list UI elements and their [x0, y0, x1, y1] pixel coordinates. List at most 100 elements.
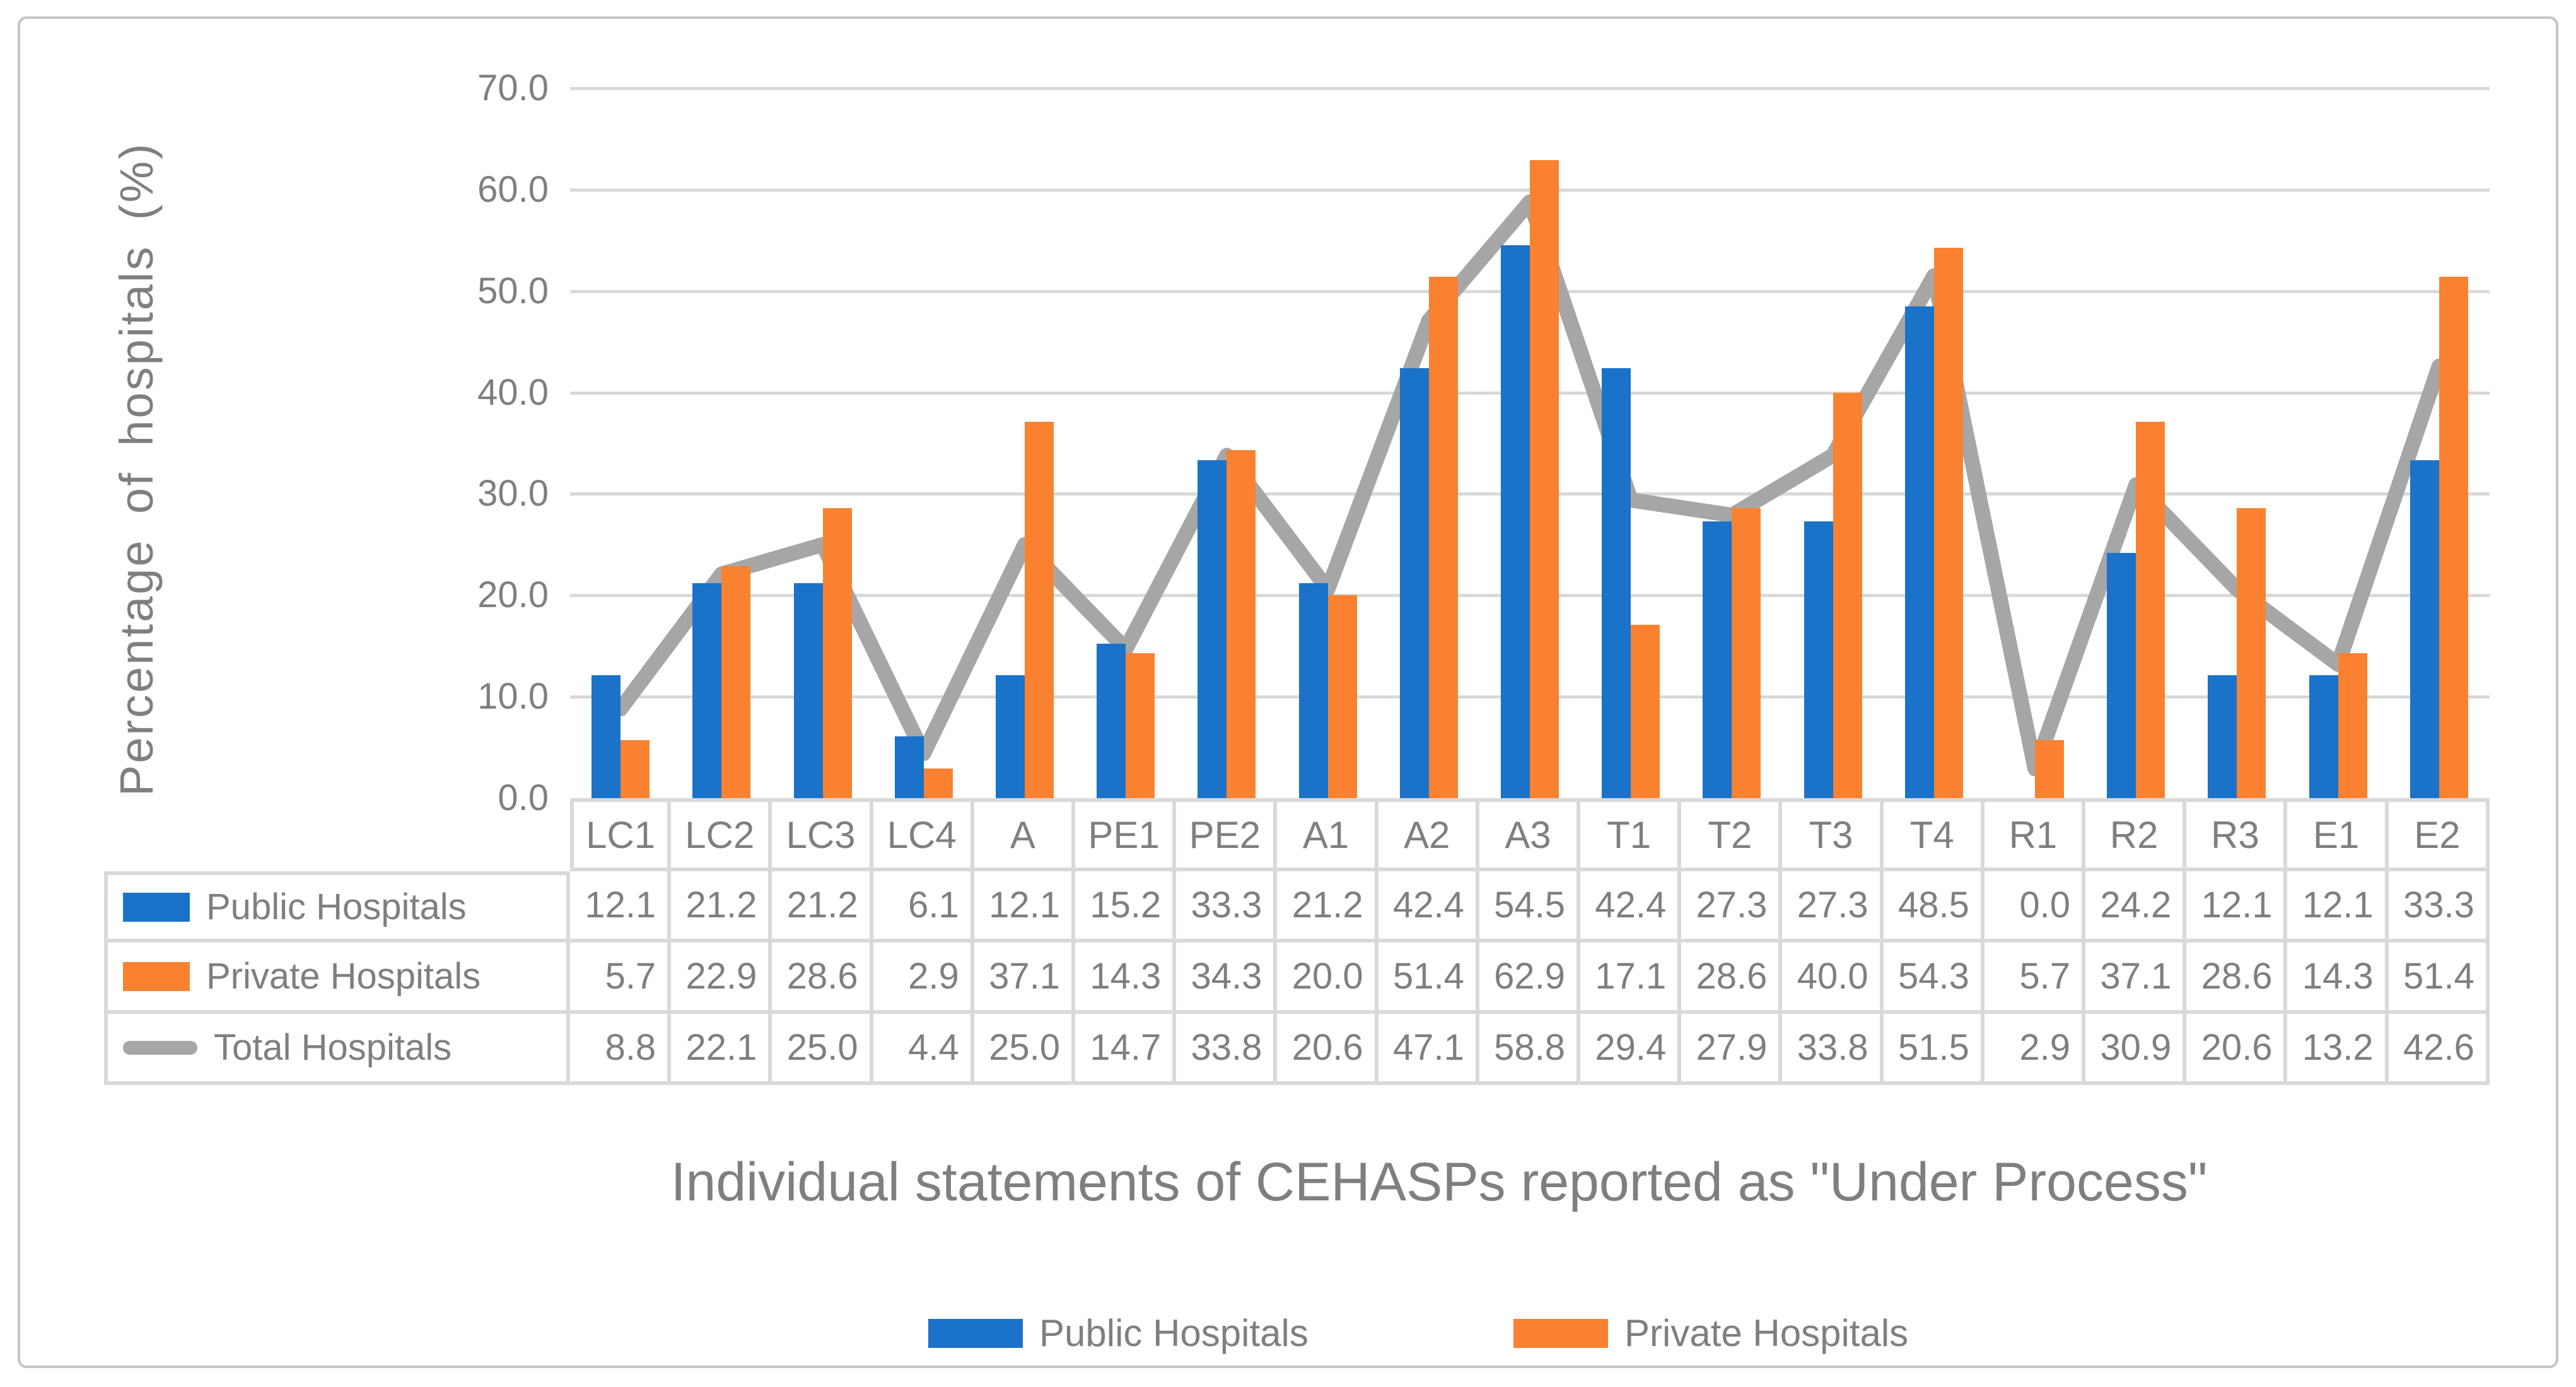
data-table-corner-spacer — [104, 798, 570, 871]
table-value-E1-2: 14.3 — [2287, 943, 2389, 1014]
table-value-LC2-2: 22.9 — [671, 943, 772, 1014]
table-value-T3-3: 33.8 — [1782, 1014, 1884, 1085]
series-name-label: Public Hospitals — [206, 886, 467, 927]
public-hospitals-bar-E1 — [2309, 675, 2338, 798]
public-hospitals-bar-R3 — [2208, 675, 2237, 798]
category-header-PE1: PE1 — [1075, 798, 1177, 871]
table-value-PE2-1: 33.3 — [1176, 871, 1278, 943]
series-label-total-hospitals: Total Hospitals — [104, 1014, 570, 1085]
private-hospitals-bar-T2 — [1732, 508, 1761, 798]
private-hospitals-bar-R3 — [2237, 508, 2266, 798]
series-label-public-hospitals: Public Hospitals — [104, 871, 570, 943]
table-value-PE1-1: 15.2 — [1075, 871, 1177, 943]
table-value-LC1-2: 5.7 — [570, 943, 672, 1014]
category-header-R3: R3 — [2186, 798, 2288, 871]
private-hospitals-bar-T4 — [1933, 247, 1963, 798]
category-header-E1: E1 — [2287, 798, 2389, 871]
private-hospitals-bar-A1 — [1327, 595, 1357, 798]
table-value-E1-3: 13.2 — [2287, 1014, 2389, 1085]
category-header-R1: R1 — [1984, 798, 2086, 871]
table-value-LC3-3: 25.0 — [772, 1014, 873, 1085]
table-value-R3-1: 12.1 — [2186, 871, 2288, 943]
table-value-T4-2: 54.3 — [1883, 943, 1984, 1014]
public-hospitals-bar-PE1 — [1097, 644, 1126, 798]
table-value-T1-2: 17.1 — [1580, 943, 1682, 1014]
legend-label: Public Hospitals — [1039, 1312, 1308, 1354]
table-value-T4-1: 48.5 — [1883, 871, 1984, 943]
table-value-A-3: 25.0 — [974, 1014, 1076, 1085]
table-value-E2-3: 42.6 — [2388, 1014, 2490, 1085]
table-value-T2-3: 27.9 — [1681, 1014, 1783, 1085]
chart-figure-frame: Percentage of hospitals (%) 70.0 60.0 50.0… — [18, 16, 2558, 1368]
category-header-PE2: PE2 — [1176, 798, 1278, 871]
table-value-LC2-1: 21.2 — [671, 871, 772, 943]
y-axis-tick-label: 60.0 — [477, 168, 549, 210]
category-header-LC2: LC2 — [671, 798, 772, 871]
private-hospitals-bar-T1 — [1631, 624, 1660, 798]
category-header-LC4: LC4 — [873, 798, 974, 871]
category-header-E2: E2 — [2388, 798, 2490, 871]
category-header-T1: T1 — [1580, 798, 1682, 871]
y-axis-tick-label: 40.0 — [477, 371, 549, 413]
private-hospitals-bar-E1 — [2338, 653, 2367, 798]
table-value-PE2-2: 34.3 — [1176, 943, 1278, 1014]
private-hospitals-bar-PE1 — [1126, 653, 1155, 798]
private-hospitals-bar-R1 — [2035, 740, 2065, 798]
table-value-R2-3: 30.9 — [2085, 1014, 2187, 1085]
private-hospitals-bar-T3 — [1833, 392, 1862, 798]
private-hospitals-bar-PE2 — [1227, 450, 1256, 798]
table-value-A3-3: 58.8 — [1479, 1014, 1581, 1085]
legend-swatch-icon — [1513, 1318, 1608, 1348]
category-header-T4: T4 — [1883, 798, 1984, 871]
category-header-A2: A2 — [1378, 798, 1479, 871]
category-header-A3: A3 — [1479, 798, 1581, 871]
y-axis-tick-label: 10.0 — [477, 676, 549, 717]
table-value-R3-3: 20.6 — [2186, 1014, 2288, 1085]
category-header-LC1: LC1 — [570, 798, 672, 871]
table-value-PE1-2: 14.3 — [1075, 943, 1177, 1014]
gridline — [570, 87, 2490, 90]
table-value-E2-2: 51.4 — [2388, 943, 2490, 1014]
public-hospitals-bar-LC2 — [692, 583, 722, 798]
data-table: LC1 LC2 LC3 LC4 A PE1 PE2 A1 A2 A3 T1 T2 T3 T4 R1 R2 R3 E… — [104, 798, 2490, 1085]
category-header-A: A — [974, 798, 1076, 871]
table-value-PE2-3: 33.8 — [1176, 1014, 1278, 1085]
public-hospitals-bar-E2 — [2410, 460, 2439, 798]
series-name-label: Total Hospitals — [214, 1027, 452, 1068]
table-value-LC2-3: 22.1 — [671, 1014, 772, 1085]
table-value-E1-1: 12.1 — [2287, 871, 2389, 943]
private-hospitals-bar-A3 — [1530, 160, 1559, 798]
table-value-A3-2: 62.9 — [1479, 943, 1581, 1014]
legend-entry-public-hospitals: Public Hospitals — [928, 1311, 1308, 1355]
table-value-A3-1: 54.5 — [1479, 871, 1581, 943]
table-value-A2-1: 42.4 — [1378, 871, 1479, 943]
private-hospitals-bar-E2 — [2439, 277, 2468, 798]
series-name-label: Private Hospitals — [206, 956, 481, 997]
private-hospitals-bar-LC1 — [621, 740, 650, 798]
public-hospitals-bar-LC1 — [592, 675, 621, 798]
table-value-R1-2: 5.7 — [1984, 943, 2086, 1014]
table-value-T1-3: 29.4 — [1580, 1014, 1682, 1085]
public-hospitals-bar-LC4 — [894, 736, 924, 798]
category-header-A1: A1 — [1277, 798, 1378, 871]
public-hospitals-bar-PE2 — [1198, 460, 1227, 798]
y-axis-tick-label: 30.0 — [477, 473, 549, 514]
public-hospitals-bar-A1 — [1298, 583, 1328, 798]
table-value-R1-1: 0.0 — [1984, 871, 2086, 943]
category-header-T2: T2 — [1681, 798, 1783, 871]
category-header-T3: T3 — [1782, 798, 1884, 871]
table-value-T4-3: 51.5 — [1883, 1014, 1984, 1085]
table-value-T2-1: 27.3 — [1681, 871, 1783, 943]
table-value-A2-3: 47.1 — [1378, 1014, 1479, 1085]
table-value-A-1: 12.1 — [974, 871, 1076, 943]
public-hospitals-bar-LC3 — [793, 583, 823, 798]
public-hospitals-bar-R2 — [2107, 552, 2136, 798]
public-hospitals-bar-A2 — [1399, 368, 1429, 798]
table-value-E2-1: 33.3 — [2388, 871, 2490, 943]
table-value-LC3-2: 28.6 — [772, 943, 873, 1014]
table-value-T3-2: 40.0 — [1782, 943, 1884, 1014]
table-value-A1-1: 21.2 — [1277, 871, 1378, 943]
table-value-LC1-3: 8.8 — [570, 1014, 672, 1085]
bar-key-icon — [123, 892, 190, 922]
public-hospitals-bar-A3 — [1501, 245, 1530, 798]
